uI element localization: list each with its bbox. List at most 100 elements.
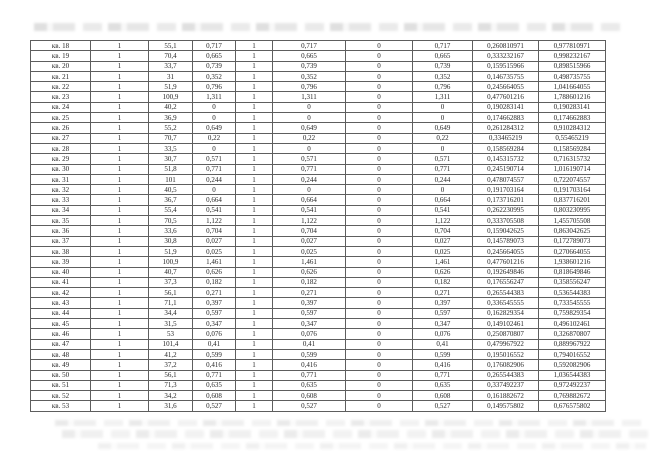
value-cell: 0,195016552 [472, 348, 539, 361]
value-cell: 0,665 [192, 50, 236, 62]
value-cell: 1 [235, 338, 273, 350]
value-cell: 0,176082906 [472, 359, 539, 371]
table-row: кв. 27 1 70,7 0,22 1 0,22 0 0,22 0,33465219 0,554… [30, 132, 606, 144]
value-cell: 1,036544383 [538, 369, 606, 381]
value-cell: 0,397 [192, 297, 236, 309]
value-cell: 0,796 [192, 81, 236, 93]
value-cell: 0,149102461 [472, 318, 539, 330]
value-cell: 70,7 [148, 132, 193, 144]
row-label-cell: кв. 52 [30, 390, 91, 402]
value-cell: 0,541 [192, 204, 236, 217]
row-label-cell: кв. 44 [30, 307, 91, 320]
value-cell: 70,4 [148, 50, 193, 62]
value-cell: 1 [235, 122, 273, 134]
row-label-cell: кв. 32 [30, 184, 91, 196]
value-cell: 1 [90, 225, 149, 237]
value-cell: 0,910284312 [538, 122, 606, 134]
value-cell: 1 [90, 287, 149, 299]
value-cell: 0 [345, 297, 413, 309]
value-cell: 0,977810971 [538, 39, 606, 52]
value-cell: 1 [90, 60, 149, 72]
value-cell: 0,771 [412, 163, 473, 175]
value-cell: 0,664 [272, 194, 346, 206]
value-cell: 1 [235, 215, 273, 227]
value-cell: 0,347 [412, 318, 473, 330]
value-cell: 0 [345, 194, 413, 206]
value-cell: 1 [235, 112, 273, 124]
value-cell: 1,122 [272, 215, 346, 227]
value-cell: 0,22 [192, 132, 236, 144]
value-cell: 36,7 [148, 194, 193, 206]
value-cell: 1 [90, 122, 149, 134]
value-cell: 1 [90, 142, 149, 155]
value-cell: 1 [235, 81, 273, 93]
value-cell: 0,626 [192, 266, 236, 278]
value-cell: 0 [345, 400, 413, 412]
value-cell: 0 [412, 112, 473, 124]
value-cell: 0,477601216 [472, 256, 539, 268]
table-row: кв. 33 1 36,7 0,664 1 0,664 0 0,664 0,173716201 0… [30, 194, 606, 206]
value-cell: 0,739 [412, 60, 473, 72]
table-row: кв. 44 1 34,4 0,597 1 0,597 0 0,597 0,162829354 0… [30, 307, 606, 320]
row-label-cell: кв. 19 [30, 50, 91, 62]
value-cell: 0,027 [192, 235, 236, 247]
value-cell: 0,739 [272, 60, 346, 72]
value-cell: 0 [345, 359, 413, 371]
value-cell: 1 [90, 256, 149, 268]
value-cell: 0,352 [412, 70, 473, 83]
value-cell: 0 [345, 287, 413, 299]
value-cell: 0,244 [412, 173, 473, 186]
value-cell: 0 [345, 390, 413, 402]
value-cell: 0,771 [412, 369, 473, 381]
value-cell: 0,635 [412, 379, 473, 392]
value-cell: 0 [345, 276, 413, 289]
table-row: кв. 48 1 41,2 0,599 1 0,599 0 0,599 0,195016552 0… [30, 348, 606, 361]
row-label-cell: кв. 46 [30, 328, 91, 340]
value-cell: 100,9 [148, 91, 193, 103]
row-label-cell: кв. 20 [30, 60, 91, 72]
value-cell: 0,271 [192, 287, 236, 299]
row-label-cell: кв. 40 [30, 266, 91, 278]
value-cell: 51,8 [148, 163, 193, 175]
value-cell: 1 [90, 235, 149, 247]
row-label-cell: кв. 22 [30, 81, 91, 93]
value-cell: 0,889967922 [538, 338, 606, 350]
value-cell: 0,416 [192, 359, 236, 371]
value-cell: 0,649 [192, 122, 236, 134]
value-cell: 1 [235, 194, 273, 206]
row-label-cell: кв. 43 [30, 297, 91, 309]
value-cell: 0,192649846 [472, 266, 539, 278]
row-label-cell: кв. 29 [30, 153, 91, 165]
value-cell: 0,145315732 [472, 153, 539, 165]
value-cell: 1 [90, 81, 149, 93]
value-cell: 1 [235, 50, 273, 62]
value-cell: 1 [90, 276, 149, 289]
row-label-cell: кв. 36 [30, 225, 91, 237]
value-cell: 0,592082906 [538, 359, 606, 371]
value-cell: 0,145789073 [472, 235, 539, 247]
value-cell: 0 [345, 112, 413, 124]
table-row: кв. 49 1 37,2 0,416 1 0,416 0 0,416 0,176082906 0… [30, 359, 606, 371]
table-row: кв. 34 1 55,4 0,541 1 0,541 0 0,541 0,262230995 0… [30, 204, 606, 217]
value-cell: 0,352 [272, 70, 346, 83]
table-row: кв. 52 1 34,2 0,608 1 0,608 0 0,608 0,161882672 0… [30, 390, 606, 402]
value-cell: 0 [345, 173, 413, 186]
value-cell: 0,027 [272, 235, 346, 247]
value-cell: 1 [90, 328, 149, 340]
row-label-cell: кв. 48 [30, 348, 91, 361]
table-row: кв. 30 1 51,8 0,771 1 0,771 0 0,771 0,245190714 1… [30, 163, 606, 175]
value-cell: 0,250870807 [472, 328, 539, 340]
value-cell: 0,416 [272, 359, 346, 371]
table-row: кв. 21 1 31 0,352 1 0,352 0 0,352 0,146735755 0,4… [30, 70, 606, 83]
row-label-cell: кв. 47 [30, 338, 91, 350]
value-cell: 51,9 [148, 81, 193, 93]
value-cell: 1 [235, 225, 273, 237]
value-cell: 0 [345, 153, 413, 165]
value-cell: 1 [90, 390, 149, 402]
value-cell: 0 [345, 184, 413, 196]
value-cell: 1,461 [192, 256, 236, 268]
value-cell: 0,599 [192, 348, 236, 361]
row-label-cell: кв. 53 [30, 400, 91, 412]
value-cell: 0,597 [272, 307, 346, 320]
table-row: кв. 50 1 56,1 0,771 1 0,771 0 0,771 0,265544383 1… [30, 369, 606, 381]
